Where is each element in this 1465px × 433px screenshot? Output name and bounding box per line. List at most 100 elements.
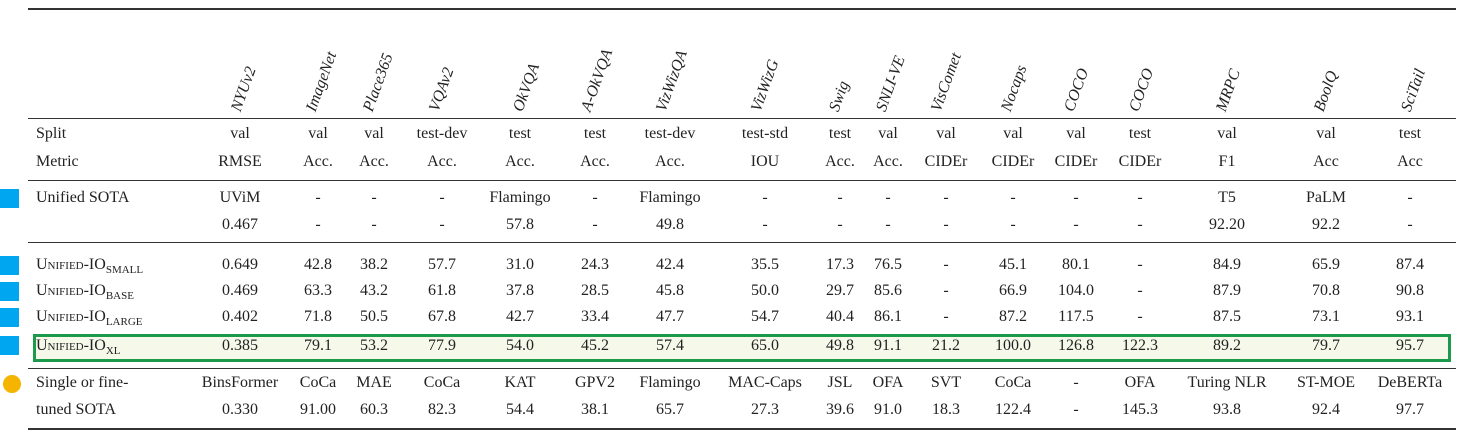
column-header-label: SciTail: [1398, 66, 1429, 114]
metric-cell: Acc: [1313, 153, 1339, 170]
split-cell: test: [508, 125, 532, 142]
single-sota-score-cell: 38.1: [581, 401, 609, 418]
unified-sota-score-cell: -: [1137, 216, 1143, 233]
metric-cell: Acc.: [655, 153, 685, 170]
unified-sota-score-cell: 92.2: [1312, 216, 1340, 233]
unified-io-cell: 66.9: [999, 282, 1027, 299]
unified-sota-score-cell: -: [592, 216, 598, 233]
unified-io-cell: 45.1: [999, 256, 1027, 273]
unified-io-cell: 0.469: [222, 282, 258, 299]
unified-io-cell: 57.4: [656, 337, 684, 354]
unified-sota-score-cell: -: [837, 216, 843, 233]
unified-io-cell: 28.5: [581, 282, 609, 299]
unified-io-cell: 65.0: [751, 337, 779, 354]
column-header-label: COCO: [1061, 66, 1093, 114]
unified-io-cell: 122.3: [1122, 337, 1158, 354]
single-sota-model-cell: MAC-Caps: [728, 374, 802, 391]
unified-io-cell: 65.9: [1312, 256, 1340, 273]
unified-sota-score-cell: -: [762, 216, 768, 233]
unified-io-cell: 38.2: [360, 256, 388, 273]
unified-sota-model-cell: -: [762, 189, 768, 206]
unified-io-xl-marker: [0, 336, 19, 355]
unified-sota-model-cell: -: [885, 189, 891, 206]
unified-sota-label: Unified SOTA: [36, 189, 130, 206]
unified-io-cell: -: [1137, 256, 1143, 273]
unified-sota-model-cell: -: [439, 189, 445, 206]
unified-sota-model-cell: -: [592, 189, 598, 206]
split-cell: test: [1398, 125, 1422, 142]
unified-io-small-marker: [0, 256, 19, 275]
single-sota-score-cell: 82.3: [428, 401, 456, 418]
unified-io-cell: 89.2: [1213, 337, 1241, 354]
metric-cell: Acc.: [427, 153, 457, 170]
unified-sota-score-cell: -: [1010, 216, 1016, 233]
unified-sota-marker: [0, 189, 19, 208]
unified-sota-model-cell: -: [1073, 189, 1079, 206]
unified-sota-score-cell: 92.20: [1209, 216, 1245, 233]
unified-io-cell: 43.2: [360, 282, 388, 299]
unified-sota-score-cell: -: [943, 216, 949, 233]
single-sota-score-cell: 39.6: [826, 401, 854, 418]
column-header-label: SNLI-VE: [873, 53, 909, 114]
unified-io-cell: 79.1: [304, 337, 332, 354]
unified-sota-model-cell: -: [371, 189, 377, 206]
unified-io-cell: 53.2: [360, 337, 388, 354]
metric-cell: Acc.: [359, 153, 389, 170]
bottom-rule: [28, 428, 1456, 430]
unified-io-cell: 126.8: [1058, 337, 1094, 354]
unified-io-cell: 61.8: [428, 282, 456, 299]
unified-io-cell: 47.7: [656, 308, 684, 325]
unified-io-cell: 84.9: [1213, 256, 1241, 273]
column-header-label: COCO: [1126, 66, 1158, 114]
column-header-label: ImageNet: [303, 49, 341, 114]
metric-cell: Acc: [1397, 153, 1423, 170]
unified-sota-model-cell: Flamingo: [489, 189, 551, 206]
unified-io-cell: 100.0: [995, 337, 1031, 354]
metric-cell: CIDEr: [924, 153, 968, 170]
split-cell: test: [1128, 125, 1152, 142]
unified-io-cell: 35.5: [751, 256, 779, 273]
unified-sota-model-cell: T5: [1218, 189, 1236, 206]
unified-io-cell: 91.1: [874, 337, 902, 354]
unified-io-cell: -: [943, 308, 949, 325]
unified-io-cell: 45.8: [656, 282, 684, 299]
unified-sota-rule: [28, 242, 1456, 243]
unified-io-cell: 79.7: [1312, 337, 1340, 354]
unified-io-cell: 40.4: [826, 308, 854, 325]
single-sota-score-cell: 54.4: [506, 401, 534, 418]
single-sota-score-cell: 97.7: [1396, 401, 1424, 418]
single-sota-model-cell: JSL: [827, 374, 853, 391]
unified-sota-model-cell: UViM: [219, 189, 261, 206]
column-header-label: Nocaps: [998, 62, 1031, 114]
single-sota-model-cell: CoCa: [423, 374, 461, 391]
column-header-label: Swig: [826, 78, 853, 114]
column-header-label: VisComet: [928, 50, 965, 114]
top-rule: [28, 8, 1456, 10]
split-cell: test-dev: [644, 125, 696, 142]
unified-sota-model-cell: Flamingo: [639, 189, 701, 206]
single-sota-marker: [3, 375, 21, 393]
unified-sota-score-cell: -: [1407, 216, 1413, 233]
unified-io-cell: 117.5: [1058, 308, 1094, 325]
single-sota-score-cell: 60.3: [360, 401, 388, 418]
single-sota-model-cell: GPV2: [574, 374, 616, 391]
metric-label: Metric: [36, 153, 79, 170]
split-cell: val: [1217, 125, 1237, 142]
unified-io-cell: 49.8: [826, 337, 854, 354]
unified-io-cell: 87.4: [1396, 256, 1424, 273]
header-rule: [28, 118, 1456, 119]
single-sota-model-cell: OFA: [872, 374, 904, 391]
metric-cell: Acc.: [505, 153, 535, 170]
unified-io-cell: 45.2: [581, 337, 609, 354]
single-sota-label-line2: tuned SOTA: [36, 401, 117, 418]
unified-io-cell: 104.0: [1058, 282, 1094, 299]
single-sota-score-cell: 122.4: [995, 401, 1031, 418]
column-header-label: NYUv2: [228, 64, 260, 114]
unified-sota-model-cell: -: [1137, 189, 1143, 206]
unified-sota-score-cell: 57.8: [506, 216, 534, 233]
column-header-label: A-OkVQA: [578, 47, 617, 114]
metric-cell: Acc.: [825, 153, 855, 170]
metric-cell: Acc.: [303, 153, 333, 170]
unified-io-cell: 24.3: [581, 256, 609, 273]
unified-io-cell: 29.7: [826, 282, 854, 299]
